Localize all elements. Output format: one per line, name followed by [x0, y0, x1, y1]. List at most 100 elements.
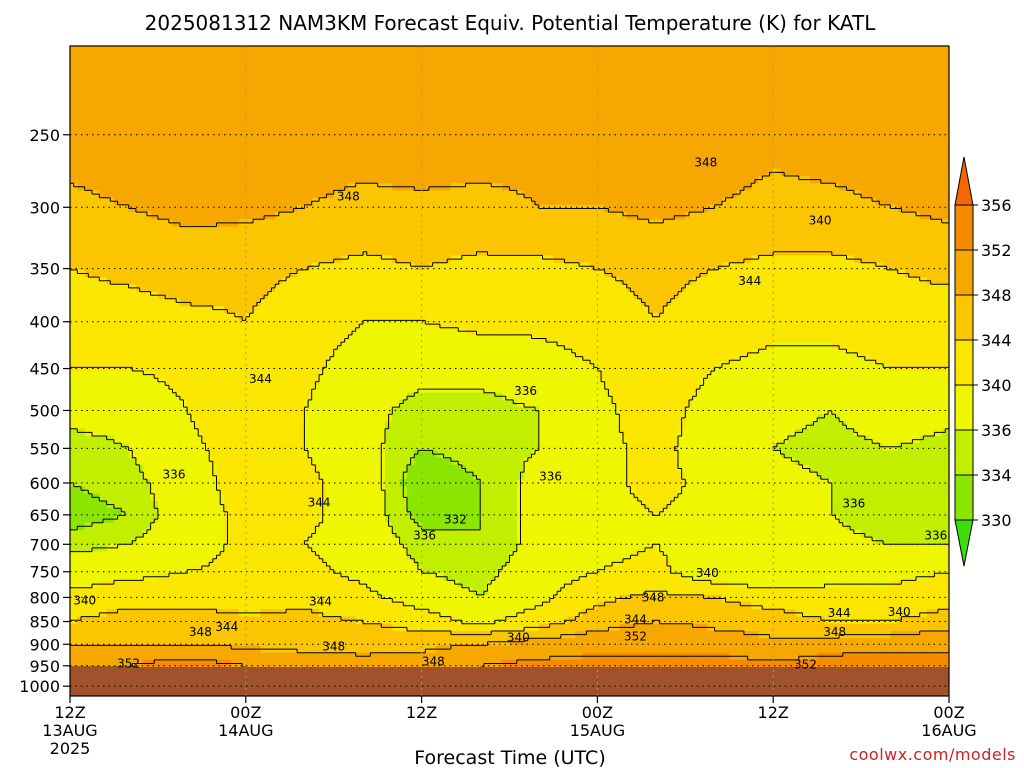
- field-cell: [436, 248, 445, 257]
- field-cell: [384, 190, 393, 199]
- field-cell: [721, 241, 730, 249]
- field-cell: [216, 74, 225, 83]
- field-cell: [165, 132, 174, 141]
- field-cell: [231, 176, 240, 184]
- field-cell: [282, 82, 291, 90]
- field-cell: [216, 269, 225, 278]
- field-cell: [194, 342, 203, 350]
- field-cell: [743, 89, 752, 98]
- field-cell: [377, 111, 386, 119]
- field-cell: [619, 334, 628, 343]
- field-cell: [934, 147, 943, 155]
- field-cell: [311, 154, 320, 163]
- field-cell: [912, 241, 921, 249]
- field-cell: [84, 342, 93, 350]
- field-cell: [502, 60, 511, 69]
- field-cell: [238, 67, 247, 76]
- field-cell: [824, 46, 833, 54]
- field-cell: [809, 82, 818, 90]
- field-cell: [685, 139, 694, 148]
- field-cell: [341, 327, 349, 336]
- field-cell: [575, 226, 584, 235]
- field-cell: [707, 139, 716, 148]
- field-cell: [648, 197, 657, 206]
- field-cell: [172, 183, 181, 192]
- field-cell: [348, 197, 357, 206]
- field-cell: [231, 190, 240, 199]
- field-cell: [406, 197, 415, 206]
- field-cell: [260, 306, 269, 314]
- field-cell: [875, 118, 884, 127]
- field-cell: [751, 53, 760, 62]
- field-cell: [260, 118, 269, 127]
- field-cell: [729, 103, 738, 112]
- field-cell: [406, 291, 415, 300]
- field-cell: [912, 168, 921, 177]
- field-cell: [677, 168, 686, 177]
- field-cell: [201, 190, 210, 199]
- field-cell: [597, 168, 606, 177]
- field-cell: [238, 154, 247, 163]
- field-cell: [421, 248, 430, 257]
- field-cell: [897, 139, 906, 148]
- field-cell: [853, 111, 862, 119]
- field-cell: [509, 241, 518, 249]
- field-cell: [546, 53, 555, 62]
- field-cell: [282, 74, 291, 83]
- field-cell: [853, 154, 862, 163]
- field-cell: [802, 306, 811, 314]
- field-cell: [927, 241, 935, 249]
- field-cell: [348, 46, 357, 54]
- field-cell: [553, 197, 562, 206]
- field-cell: [443, 334, 452, 343]
- field-cell: [729, 204, 738, 213]
- field-cell: [121, 233, 130, 242]
- field-cell: [282, 255, 291, 264]
- field-cell: [751, 313, 760, 322]
- field-cell: [267, 313, 276, 322]
- field-cell: [677, 197, 686, 206]
- field-cell: [311, 147, 320, 155]
- field-cell: [853, 197, 862, 206]
- field-cell: [253, 89, 262, 98]
- field-cell: [363, 103, 371, 112]
- field-cell: [172, 96, 181, 105]
- field-cell: [128, 60, 137, 69]
- field-cell: [377, 89, 386, 98]
- field-cell: [890, 103, 899, 112]
- field-cell: [619, 183, 628, 192]
- field-cell: [458, 248, 467, 257]
- field-cell: [113, 139, 122, 148]
- field-cell: [348, 147, 357, 155]
- field-cell: [809, 154, 818, 163]
- field-cell: [121, 190, 130, 199]
- field-cell: [670, 111, 679, 119]
- field-cell: [692, 212, 701, 220]
- field-cell: [692, 306, 701, 314]
- field-cell: [612, 298, 620, 307]
- field-cell: [77, 327, 86, 336]
- field-cell: [121, 291, 130, 300]
- field-cell: [612, 67, 620, 76]
- field-cell: [355, 183, 364, 192]
- field-cell: [70, 67, 78, 76]
- field-cell: [341, 262, 349, 271]
- field-cell: [84, 125, 93, 134]
- field-cell: [560, 147, 569, 155]
- field-cell: [590, 111, 598, 119]
- field-cell: [524, 241, 533, 249]
- field-cell: [743, 82, 752, 90]
- field-cell: [677, 82, 686, 90]
- field-cell: [795, 103, 804, 112]
- field-cell: [157, 89, 166, 98]
- field-cell: [736, 284, 745, 293]
- field-cell: [245, 277, 254, 285]
- field-cell: [765, 327, 774, 336]
- field-cell: [421, 161, 430, 170]
- field-cell: [927, 183, 935, 192]
- field-cell: [524, 183, 533, 192]
- field-cell: [157, 342, 166, 350]
- field-cell: [802, 255, 811, 264]
- field-cell: [817, 67, 826, 76]
- field-cell: [575, 103, 584, 112]
